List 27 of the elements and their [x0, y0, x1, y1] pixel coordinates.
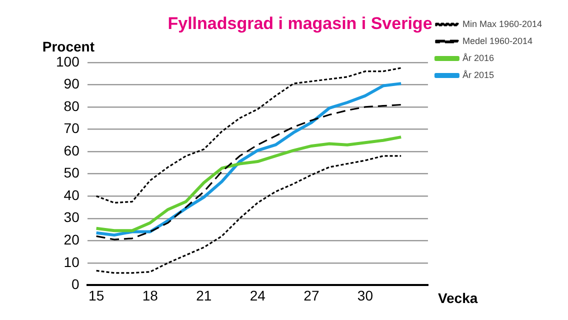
legend-label: Min Max 1960-2014	[462, 18, 542, 29]
y-axis-title: Procent	[42, 38, 95, 54]
line-series	[96, 155, 402, 274]
y-tick-label: 90	[64, 76, 80, 92]
line-series	[96, 104, 402, 240]
y-tick-label: 0	[72, 276, 80, 292]
y-tick-label: 60	[64, 142, 80, 158]
y-tick-label: 50	[64, 164, 80, 181]
x-tick-label: 30	[357, 287, 374, 304]
x-axis-title: Vecka	[438, 290, 478, 306]
legend-label: Medel 1960-2014	[462, 36, 533, 46]
legend-label: År 2015	[462, 70, 494, 80]
y-tick-label: 100	[56, 53, 80, 70]
x-tick-label: 21	[196, 287, 212, 304]
y-tick-label: 10	[64, 254, 80, 270]
x-tick-label: 18	[142, 287, 158, 304]
y-tick-label: 20	[64, 232, 80, 248]
legend-label: År 2016	[462, 52, 494, 63]
x-tick-label: 27	[304, 287, 320, 304]
y-tick-label: 30	[64, 209, 80, 226]
y-tick-label: 70	[64, 120, 80, 136]
x-tick-label: 24	[250, 287, 266, 304]
y-tick-label: 80	[64, 98, 80, 114]
x-tick-label: 15	[88, 287, 104, 304]
y-tick-label: 40	[64, 186, 80, 203]
chart-title: Fyllnadsgrad i magasin i Sverige	[168, 14, 432, 33]
line-series	[96, 67, 402, 204]
